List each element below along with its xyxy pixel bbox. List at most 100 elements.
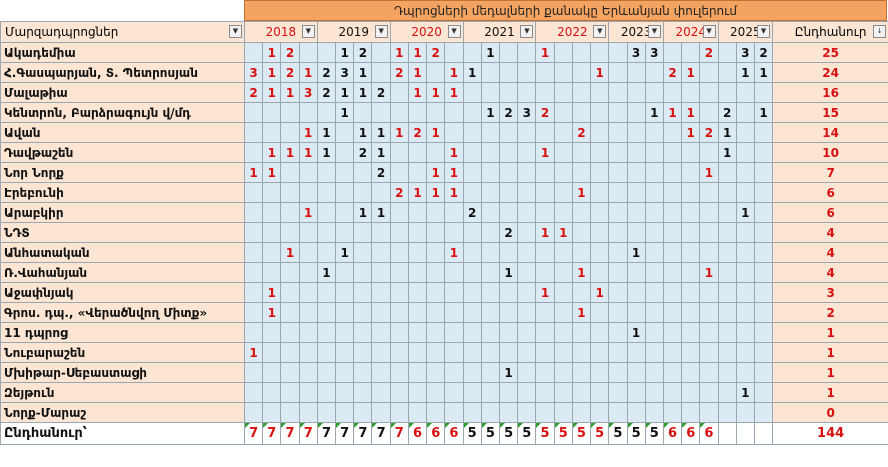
- medal-cell[interactable]: [462, 362, 482, 383]
- medal-cell[interactable]: [717, 282, 737, 303]
- medal-cell[interactable]: 2: [371, 162, 391, 183]
- medal-cell[interactable]: [462, 222, 482, 243]
- medal-cell[interactable]: 1: [681, 62, 701, 83]
- medal-cell[interactable]: [426, 262, 446, 283]
- medal-cell[interactable]: 1: [444, 242, 464, 263]
- medal-cell[interactable]: [407, 342, 428, 363]
- medal-cell[interactable]: 3: [626, 42, 646, 63]
- row-total[interactable]: 6: [772, 202, 888, 223]
- medal-cell[interactable]: [298, 282, 318, 303]
- medal-cell[interactable]: [608, 162, 628, 183]
- medal-cell[interactable]: [335, 382, 355, 403]
- school-name[interactable]: Կենտրոն, Բարձրագույն վ/մդ: [0, 102, 245, 123]
- medal-cell[interactable]: [662, 142, 683, 163]
- medal-cell[interactable]: [662, 42, 683, 63]
- medal-cell[interactable]: [371, 382, 391, 403]
- medal-cell[interactable]: [316, 402, 337, 423]
- medal-cell[interactable]: [262, 382, 282, 403]
- medal-cell[interactable]: 1: [298, 122, 318, 143]
- medal-cell[interactable]: 3: [517, 102, 537, 123]
- medal-cell[interactable]: [717, 322, 737, 343]
- medal-cell[interactable]: [571, 382, 592, 403]
- medal-cell[interactable]: 1: [444, 82, 464, 103]
- medal-cell[interactable]: [426, 102, 446, 123]
- medal-cell[interactable]: 1: [590, 282, 610, 303]
- medal-cell[interactable]: [426, 382, 446, 403]
- medal-cell[interactable]: [243, 282, 264, 303]
- medal-cell[interactable]: [335, 402, 355, 423]
- medal-cell[interactable]: [316, 342, 337, 363]
- medal-cell[interactable]: [517, 322, 537, 343]
- medal-cell[interactable]: [280, 342, 300, 363]
- medal-cell[interactable]: 1: [498, 362, 519, 383]
- medal-cell[interactable]: 2: [371, 82, 391, 103]
- medal-cell[interactable]: [608, 402, 628, 423]
- column-total[interactable]: 7: [371, 422, 391, 445]
- medal-cell[interactable]: [590, 122, 610, 143]
- medal-cell[interactable]: [553, 362, 573, 383]
- medal-cell[interactable]: [243, 242, 264, 263]
- medal-cell[interactable]: [335, 282, 355, 303]
- medal-cell[interactable]: [389, 222, 409, 243]
- medal-cell[interactable]: [662, 122, 683, 143]
- year-header-2019[interactable]: 2019 ▼: [316, 21, 391, 43]
- school-name[interactable]: Զեյթուն: [0, 382, 245, 403]
- medal-cell[interactable]: 2: [389, 62, 409, 83]
- medal-cell[interactable]: [243, 322, 264, 343]
- school-name[interactable]: Գրոս. դպ., «Վերածնվող Միտք»: [0, 302, 245, 323]
- row-total[interactable]: 6: [772, 182, 888, 203]
- medal-cell[interactable]: [316, 382, 337, 403]
- year-header-2021[interactable]: 2021 ▼: [462, 21, 537, 43]
- medal-cell[interactable]: 1: [335, 42, 355, 63]
- medal-cell[interactable]: 1: [262, 42, 282, 63]
- medal-cell[interactable]: [699, 62, 719, 83]
- medal-cell[interactable]: 1: [753, 62, 774, 83]
- medal-cell[interactable]: [517, 362, 537, 383]
- medal-cell[interactable]: [444, 202, 464, 223]
- medal-cell[interactable]: [243, 182, 264, 203]
- medal-cell[interactable]: [717, 342, 737, 363]
- medal-cell[interactable]: [480, 382, 500, 403]
- medal-cell[interactable]: [371, 102, 391, 123]
- column-total[interactable]: [753, 422, 774, 445]
- medal-cell[interactable]: [553, 282, 573, 303]
- medal-cell[interactable]: [717, 82, 737, 103]
- medal-cell[interactable]: [371, 342, 391, 363]
- medal-cell[interactable]: [553, 382, 573, 403]
- medal-cell[interactable]: [243, 122, 264, 143]
- medal-cell[interactable]: 1: [280, 82, 300, 103]
- medal-cell[interactable]: [371, 62, 391, 83]
- medal-cell[interactable]: [517, 82, 537, 103]
- medal-cell[interactable]: [316, 222, 337, 243]
- medal-cell[interactable]: [280, 202, 300, 223]
- medal-cell[interactable]: [590, 182, 610, 203]
- medal-cell[interactable]: 1: [535, 142, 555, 163]
- medal-cell[interactable]: [316, 322, 337, 343]
- medal-cell[interactable]: [353, 182, 373, 203]
- medal-cell[interactable]: [426, 142, 446, 163]
- medal-cell[interactable]: 3: [735, 42, 755, 63]
- school-name[interactable]: Աջափնյակ: [0, 282, 245, 303]
- medal-cell[interactable]: [626, 122, 646, 143]
- medal-cell[interactable]: [389, 362, 409, 383]
- medal-cell[interactable]: [553, 322, 573, 343]
- medal-cell[interactable]: [590, 102, 610, 123]
- medal-cell[interactable]: [735, 222, 755, 243]
- medal-cell[interactable]: 1: [535, 222, 555, 243]
- medal-cell[interactable]: [480, 122, 500, 143]
- school-name[interactable]: ՆԴՏ: [0, 222, 245, 243]
- medal-cell[interactable]: [335, 262, 355, 283]
- medal-cell[interactable]: [426, 62, 446, 83]
- medal-cell[interactable]: [316, 362, 337, 383]
- medal-cell[interactable]: [681, 402, 701, 423]
- medal-cell[interactable]: [699, 382, 719, 403]
- medal-cell[interactable]: [662, 382, 683, 403]
- medal-cell[interactable]: [735, 162, 755, 183]
- medal-cell[interactable]: [553, 402, 573, 423]
- medal-cell[interactable]: [353, 102, 373, 123]
- medal-cell[interactable]: 1: [407, 42, 428, 63]
- filter-dropdown-icon[interactable]: ▼: [520, 25, 534, 38]
- medal-cell[interactable]: [426, 202, 446, 223]
- medal-cell[interactable]: [462, 42, 482, 63]
- row-total[interactable]: 2: [772, 302, 888, 323]
